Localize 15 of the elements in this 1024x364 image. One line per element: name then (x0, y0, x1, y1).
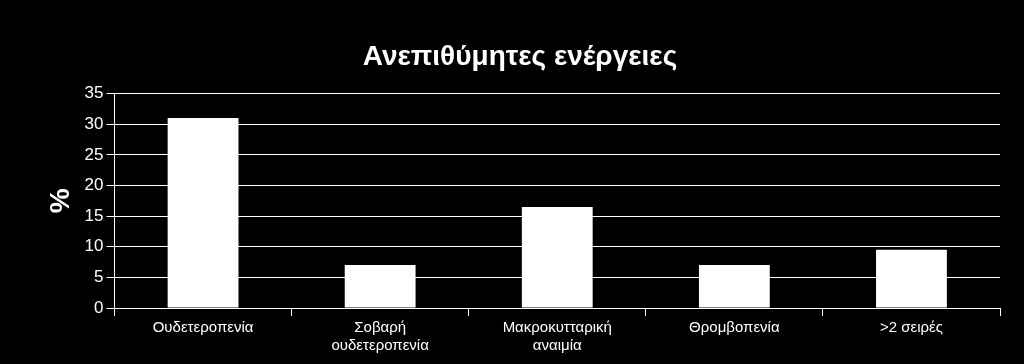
x-tick-label: Μακροκυτταρική αναιμία (502, 318, 612, 354)
x-tick-label: Ουδετεροπενία (152, 318, 254, 336)
y-tick-label: 25 (84, 144, 104, 164)
y-tick-label: 0 (94, 297, 104, 317)
x-tick-label: Θρομβοπενία (689, 318, 780, 336)
x-tick-label: >2 σειρές (879, 318, 943, 336)
y-tick-label: 30 (84, 113, 104, 133)
x-tick-label: Σοβαρή ουδετεροπενία (331, 318, 430, 354)
y-tick-label: 20 (84, 175, 104, 195)
y-tick-label: 5 (94, 267, 104, 287)
y-axis-title: % (43, 188, 75, 214)
chart-title: Ανεπιθύμητες ενέργειες (362, 39, 678, 71)
y-tick-label: 10 (84, 236, 104, 256)
y-tick-label: 35 (84, 83, 104, 103)
y-tick-label: 15 (84, 205, 104, 225)
